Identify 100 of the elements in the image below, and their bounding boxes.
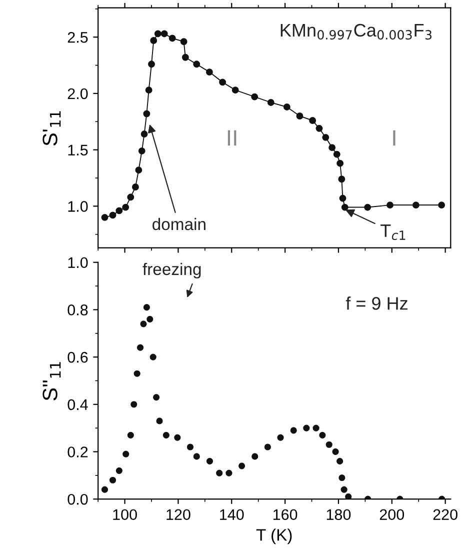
point xyxy=(386,202,394,209)
point xyxy=(162,432,170,438)
point xyxy=(277,434,284,441)
y-tick-label: 0.6 xyxy=(68,352,88,363)
point xyxy=(312,424,320,432)
point xyxy=(182,54,189,61)
point xyxy=(316,124,323,132)
point xyxy=(116,207,123,214)
point xyxy=(338,474,346,482)
point xyxy=(219,78,226,86)
x-tick-label: 140 xyxy=(220,509,244,520)
point xyxy=(303,424,310,432)
point xyxy=(264,444,271,450)
point xyxy=(122,450,130,458)
point xyxy=(336,458,344,464)
point xyxy=(180,38,188,46)
point xyxy=(238,462,246,470)
annotation: II xyxy=(228,130,236,146)
point xyxy=(143,110,150,118)
point xyxy=(150,37,158,44)
point xyxy=(232,86,239,94)
point xyxy=(146,316,154,322)
y-tick-label: 2.0 xyxy=(68,88,88,100)
point xyxy=(122,204,130,211)
point xyxy=(156,418,163,424)
point xyxy=(193,453,200,460)
y-tick-label: 0.2 xyxy=(68,446,88,458)
point xyxy=(143,304,150,311)
point xyxy=(109,212,116,219)
point xyxy=(206,458,214,464)
annotation: KMn$_{0.997}$Ca$_{0.003}$F$_{3}$ xyxy=(280,24,432,40)
point xyxy=(339,194,346,202)
point xyxy=(160,30,168,38)
point xyxy=(101,486,108,493)
point xyxy=(251,93,258,100)
point xyxy=(101,214,108,221)
x-tick-label: 220 xyxy=(433,509,458,520)
point xyxy=(338,176,346,183)
point xyxy=(186,444,194,450)
point xyxy=(267,99,274,106)
point xyxy=(296,112,304,120)
point xyxy=(252,453,258,460)
x-tick-label: 120 xyxy=(166,509,190,520)
annotation: f = 9 Hz xyxy=(346,296,408,310)
point xyxy=(322,134,330,141)
point xyxy=(174,434,181,441)
point xyxy=(140,130,148,138)
annotation: I xyxy=(393,130,396,146)
point xyxy=(140,320,147,328)
point xyxy=(154,30,162,38)
point xyxy=(134,370,140,377)
point xyxy=(226,470,232,476)
y-tick-label: 2.5 xyxy=(68,32,88,43)
annotation: freezing xyxy=(142,262,201,278)
point xyxy=(109,476,116,484)
y-tick-label: 0.8 xyxy=(68,304,88,316)
x-tick-label: 200 xyxy=(380,509,404,520)
point xyxy=(438,202,446,209)
point xyxy=(136,344,144,351)
y-axis-title: S''$_{11}$ xyxy=(42,362,61,400)
point xyxy=(193,60,200,68)
point xyxy=(319,432,326,438)
point xyxy=(216,470,223,476)
point xyxy=(336,160,344,167)
point xyxy=(340,486,348,493)
point xyxy=(328,144,336,152)
point xyxy=(153,394,160,401)
y-tick-label: 1.0 xyxy=(68,201,88,212)
point xyxy=(309,117,316,124)
y-axis-title: S'$_{11}$ xyxy=(42,111,61,146)
point xyxy=(135,166,142,174)
y-tick-label: 0.0 xyxy=(68,494,88,505)
point xyxy=(116,467,122,474)
x-tick-label: 180 xyxy=(326,509,351,520)
point xyxy=(283,104,290,110)
point xyxy=(364,204,372,211)
point xyxy=(145,86,152,94)
annotation: T$_{c1}$ xyxy=(380,224,406,240)
point xyxy=(326,441,332,448)
point xyxy=(138,147,146,154)
x-tick-label: 160 xyxy=(273,509,298,520)
point xyxy=(130,401,138,408)
point xyxy=(333,150,340,158)
y-tick-label: 1.0 xyxy=(68,257,88,268)
point xyxy=(290,427,297,434)
annotation: domain xyxy=(152,218,206,230)
x-tick-label: 100 xyxy=(113,509,137,520)
x-axis-title: T (K) xyxy=(256,528,292,544)
point xyxy=(150,354,156,360)
point xyxy=(206,68,213,76)
point xyxy=(412,202,420,209)
point xyxy=(345,493,352,500)
point xyxy=(168,34,176,42)
y-tick-label: 0.4 xyxy=(68,399,88,410)
point xyxy=(127,194,134,201)
point xyxy=(127,432,134,438)
point xyxy=(132,184,139,190)
point xyxy=(332,448,339,456)
y-tick-label: 1.5 xyxy=(68,144,88,156)
point xyxy=(148,60,155,68)
